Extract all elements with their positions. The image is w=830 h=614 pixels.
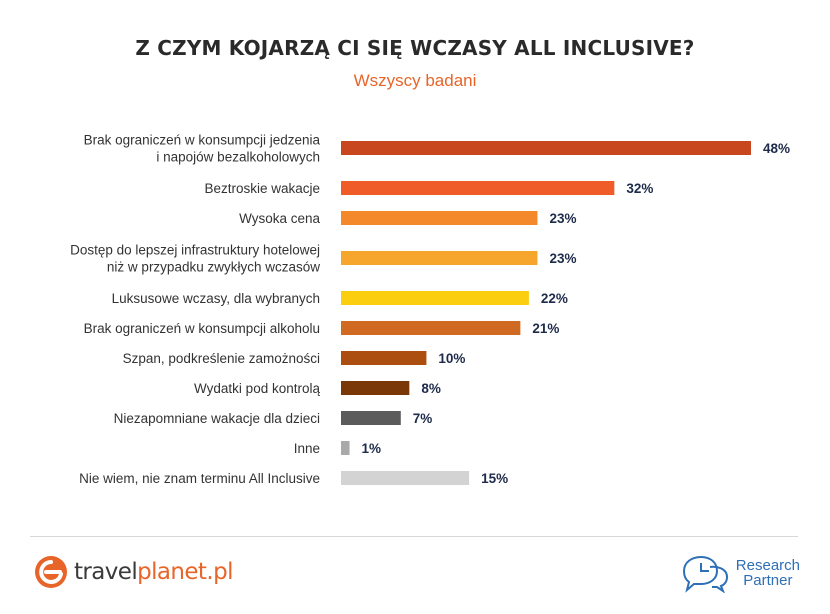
bar	[341, 411, 401, 425]
footer-divider	[30, 536, 798, 537]
category-label: Beztroskie wakacje	[204, 181, 320, 196]
travelplanet-logo-icon	[35, 556, 67, 588]
category-label: niż w przypadku zwykłych wczasów	[107, 260, 320, 275]
value-label: 10%	[438, 351, 465, 366]
travelplanet-logo-text: travelplanet.pl	[74, 559, 233, 585]
speech-bubbles-icon	[682, 555, 728, 593]
bar	[341, 321, 521, 335]
research-partner-logo: Research Partner	[680, 552, 800, 594]
value-label: 23%	[549, 211, 576, 226]
value-label: 8%	[421, 381, 441, 396]
travelplanet-logo: travelplanet.pl	[34, 552, 233, 592]
bar	[341, 211, 538, 225]
value-label: 23%	[549, 251, 576, 266]
bar	[341, 351, 427, 365]
value-label: 7%	[413, 411, 433, 426]
research-partner-text: Research Partner	[735, 557, 800, 589]
bar	[341, 381, 410, 395]
bar	[341, 181, 615, 195]
category-label: Dostęp do lepszej infrastruktury hotelow…	[70, 243, 320, 258]
bar	[341, 141, 751, 155]
bar	[341, 291, 529, 305]
category-label: Wysoka cena	[239, 211, 320, 226]
category-label: Szpan, podkreślenie zamożności	[123, 351, 320, 366]
category-label: Niezapomniane wakacje dla dzieci	[114, 411, 320, 426]
value-label: 22%	[541, 291, 568, 306]
bar	[341, 251, 538, 265]
value-label: 15%	[481, 471, 508, 486]
value-label: 32%	[626, 181, 653, 196]
category-label: Brak ograniczeń w konsumpcji jedzenia	[84, 133, 321, 148]
category-label: Nie wiem, nie znam terminu All Inclusive	[79, 471, 320, 486]
category-label: Wydatki pod kontrolą	[194, 381, 320, 396]
value-label: 1%	[362, 441, 382, 456]
value-label: 48%	[763, 141, 790, 156]
chart-subtitle: Wszyscy badani	[353, 71, 477, 90]
bar-chart: 48% Brak ograniczeń w konsumpcji jedzenia…	[70, 133, 790, 487]
category-label: i napojów bezalkoholowych	[156, 150, 320, 165]
category-label: Luksusowe wczasy, dla wybranych	[112, 291, 320, 306]
category-label: Inne	[294, 441, 320, 456]
category-label: Brak ograniczeń w konsumpcji alkoholu	[84, 321, 320, 336]
bar	[341, 441, 350, 455]
value-label: 21%	[532, 321, 559, 336]
bar	[341, 471, 470, 485]
chart-title: Z CZYM KOJARZĄ CI SIĘ WCZASY ALL INCLUSI…	[135, 36, 695, 60]
